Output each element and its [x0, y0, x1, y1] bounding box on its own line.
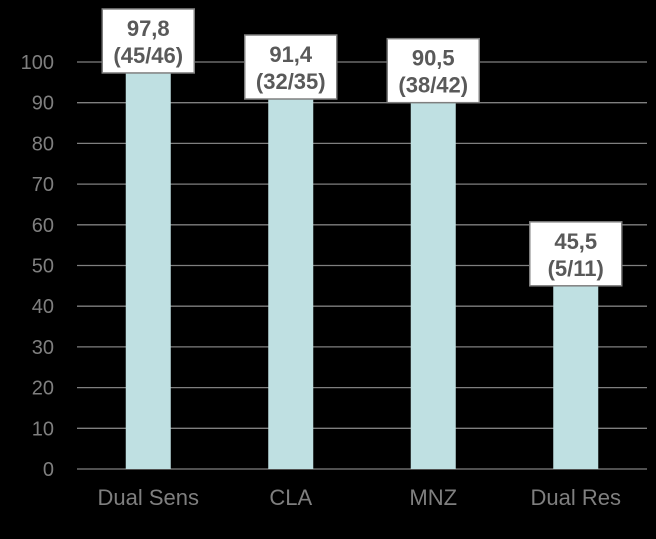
data-labels: 97,8(45/46) 91,4(32/35) 90,5(38/42) 45,5(5/… [101, 8, 623, 287]
y-tick-label: 50 [32, 256, 54, 278]
data-label: 91,4(32/35) [244, 34, 338, 100]
data-label-box [244, 34, 338, 100]
data-label-box [529, 221, 623, 287]
data-label-value: 90,5 [412, 46, 455, 71]
data-label: 45,5(5/11) [529, 221, 623, 287]
data-label: 97,8(45/46) [101, 8, 195, 74]
y-tick-label: 100 [21, 52, 54, 74]
data-label-value: 91,4 [269, 42, 313, 67]
bar-cla [268, 97, 314, 469]
category-label: Dual Res [531, 485, 621, 510]
y-tick-label: 60 [32, 215, 54, 237]
y-tick-label: 70 [32, 174, 54, 196]
bar-dual-res [553, 283, 599, 469]
y-tick-label: 20 [32, 378, 54, 400]
bars [125, 70, 599, 469]
bar-mnz [410, 100, 456, 469]
y-tick-label: 80 [32, 133, 54, 155]
data-label: 90,5(38/42) [386, 37, 480, 104]
y-tick-label: 30 [32, 337, 54, 359]
data-label-box [386, 37, 480, 104]
data-label-count: (5/11) [548, 256, 604, 281]
data-label-box [101, 8, 195, 74]
category-label: Dual Sens [97, 485, 199, 510]
data-label-count: (38/42) [398, 73, 468, 98]
x-axis-category-labels: Dual Sens CLA MNZ Dual Res [97, 485, 621, 510]
category-label: CLA [269, 485, 312, 510]
y-tick-label: 90 [32, 93, 54, 115]
y-tick-label: 10 [32, 418, 54, 440]
data-label-value: 45,5 [554, 229, 597, 254]
category-label: MNZ [409, 485, 457, 510]
data-label-value: 97,8 [127, 16, 170, 41]
y-tick-label: 0 [43, 459, 54, 481]
bar-dual-sens [125, 70, 171, 469]
y-axis-tick-labels: 0 10 20 30 40 50 60 70 80 90 100 [21, 52, 54, 481]
data-label-count: (45/46) [113, 43, 183, 68]
y-tick-label: 40 [32, 296, 54, 318]
data-label-count: (32/35) [256, 69, 326, 94]
